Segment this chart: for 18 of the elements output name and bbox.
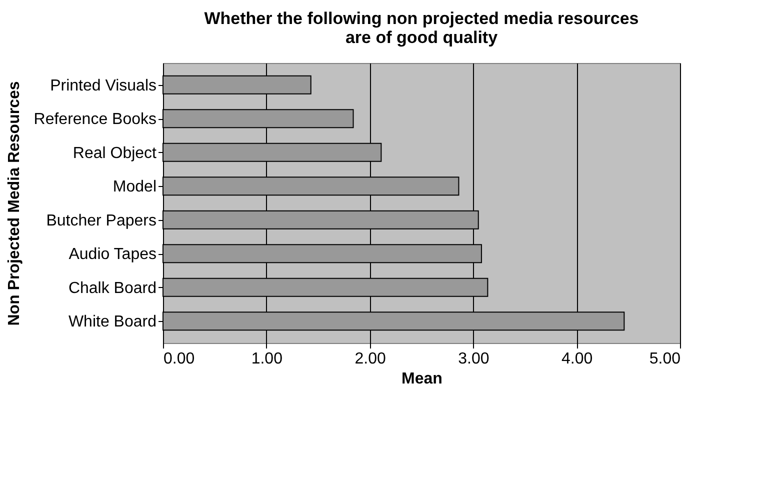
x-axis-title: Mean xyxy=(402,370,442,388)
y-axis-title: Non Projected Media Resources xyxy=(6,81,23,326)
text: Whether the following non projected media resources xyxy=(204,9,639,28)
x-tick-label: 5.00 xyxy=(649,350,681,368)
y-tick-label: Butcher Papers xyxy=(46,212,156,230)
x-tick-label: 4.00 xyxy=(562,350,593,368)
x-tick-label: 1.00 xyxy=(251,350,283,368)
y-tick-label: Model xyxy=(112,178,156,196)
y-tick-label: Real Object xyxy=(72,144,158,162)
text: are of good quality xyxy=(345,28,498,47)
y-tick-label: Audio Tapes xyxy=(68,246,156,264)
y-tick-label: Chalk Board xyxy=(68,280,156,297)
y-tick-label: Printed Visuals xyxy=(50,77,156,94)
x-tick-label: 2.00 xyxy=(354,350,386,368)
y-tick-label: White Board xyxy=(68,314,156,331)
x-tick-label: 0.00 xyxy=(164,350,195,368)
y-tick-label: Reference Books xyxy=(34,111,156,128)
x-tick-label: 3.00 xyxy=(458,350,490,368)
